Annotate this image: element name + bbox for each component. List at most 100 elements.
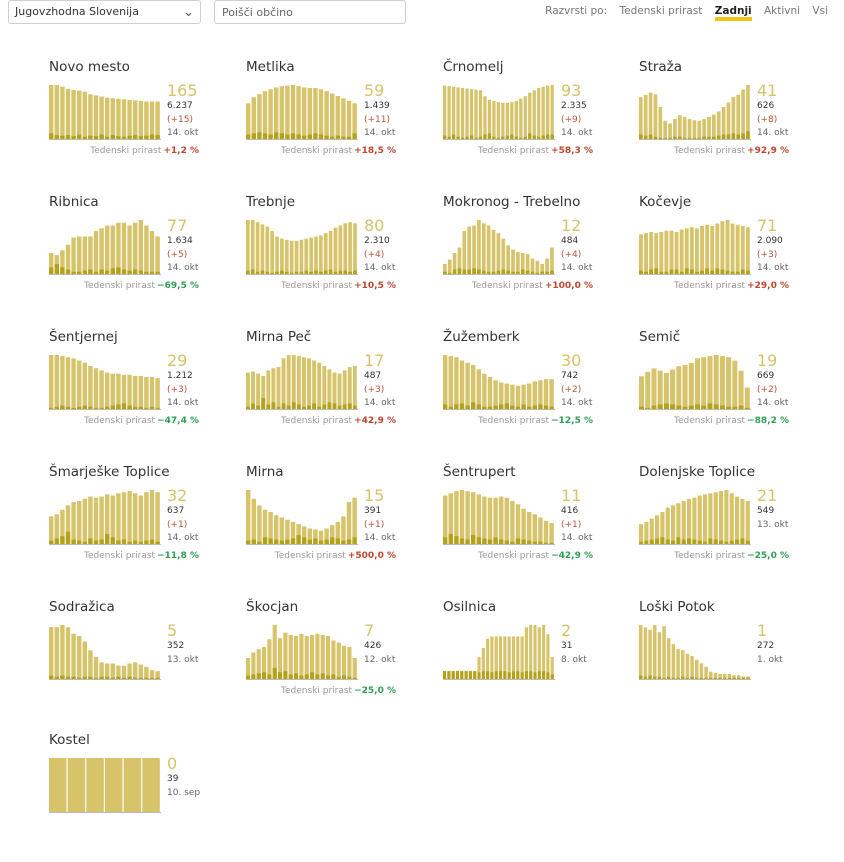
active-bar [726, 102, 731, 140]
active-bar [745, 227, 750, 275]
new-cases-bar [110, 268, 115, 275]
municipality-card[interactable]: Semič 19 669 (+2) 14. okt Tedenski prirast −88… [639, 329, 829, 459]
active-bar [695, 358, 701, 410]
municipality-card[interactable]: Kostel 0 39 10. sep [49, 732, 239, 862]
active-bar [99, 496, 104, 545]
active-bar [700, 225, 704, 275]
new-cases-bar [692, 539, 697, 545]
sort-option-aktivni[interactable]: Aktivni [763, 5, 801, 17]
weekly-growth-value: +10,5 % [354, 281, 396, 291]
municipality-card[interactable]: Šentjernej 29 1.212 (+3) 14. okt Tedenski pri… [49, 329, 239, 459]
active-bar [687, 498, 692, 545]
active-bar [255, 222, 260, 275]
new-cases-bar [465, 539, 470, 545]
active-bar [93, 656, 99, 680]
active-bar [256, 649, 261, 680]
municipality-card[interactable]: Metlika 59 1.439 (+11) 14. okt Tedenski prira… [246, 59, 436, 189]
new-cases-bar [110, 537, 115, 545]
new-cases-bar [520, 269, 525, 275]
active-bar [352, 103, 357, 140]
municipality-card[interactable]: Kočevje 71 2.090 (+3) 14. okt Tedenski priras… [639, 194, 829, 324]
active-bar [324, 91, 329, 140]
active-bar [682, 365, 688, 410]
municipality-card[interactable]: Loški Potok 1 272 1. okt [639, 599, 829, 729]
active-bar [121, 374, 127, 410]
new-cases-bar [737, 677, 741, 680]
municipality-card[interactable]: Sodražica 5 352 13. okt [49, 599, 239, 729]
municipality-card[interactable]: Šmarješke Toplice 32 637 (+1) 14. okt Tedensk… [49, 464, 239, 594]
municipality-card[interactable]: Mirna Peč 17 487 (+3) 14. okt Tedenski priras… [246, 329, 436, 459]
active-bar [695, 228, 699, 275]
cases-bar-chart [639, 355, 751, 410]
new-cases-bar [317, 406, 322, 410]
new-cases-bar [60, 135, 65, 140]
weekly-growth-value: −88,2 % [747, 416, 789, 426]
new-cases-bar [465, 136, 469, 140]
active-bar [736, 94, 741, 140]
new-cases-bar [507, 672, 511, 680]
active-bar [121, 665, 127, 680]
active-bar [342, 370, 347, 410]
stats: 17 487 (+3) 14. okt [364, 352, 395, 411]
municipality-card[interactable]: Črnomelj 93 2.335 (+9) 14. okt Tedenski prira… [443, 59, 633, 189]
municipality-card[interactable]: Trebnje 80 2.310 (+4) 14. okt Tedenski priras… [246, 194, 436, 324]
active-cases: 71 [757, 216, 778, 235]
active-bar [65, 505, 71, 545]
municipality-card[interactable]: Ribnica 77 1.634 (+5) 14. okt Tedenski priras… [49, 194, 239, 324]
active-bar [542, 625, 546, 680]
new-cases-bar [138, 677, 143, 680]
municipality-name: Loški Potok [639, 599, 715, 615]
active-bar [60, 509, 65, 545]
new-cases-bar [82, 136, 87, 140]
municipality-card[interactable]: Dolenjske Toplice 21 549 13. okt Tedenski pr… [639, 464, 829, 594]
region-select[interactable]: Jugovzhodna Slovenija ⌄ [8, 0, 201, 24]
active-bar [494, 636, 498, 680]
active-bar [336, 642, 341, 680]
municipality-card[interactable]: Škocjan 7 426 12. okt Tedenski prirast −25,0 … [246, 599, 436, 729]
active-bar [279, 517, 284, 545]
active-bar [676, 503, 681, 545]
new-cases-bar [315, 674, 320, 680]
new-cases-bar [127, 270, 132, 275]
last-date: 13. okt [757, 519, 789, 530]
new-cases-bar [727, 677, 732, 680]
active-bar [692, 120, 697, 140]
sort-option-zadnji[interactable]: Zadnji [714, 5, 752, 21]
municipality-card[interactable]: Novo mesto 165 6.237 (+15) 14. okt Tedenski p… [49, 59, 239, 189]
new-cases-bar [313, 133, 318, 140]
active-bar [312, 360, 317, 410]
municipality-card[interactable]: Mirna 15 391 (+1) 14. okt Tedenski prirast +50… [246, 464, 436, 594]
last-date: 14. okt [561, 398, 593, 408]
municipality-card[interactable]: Osilnica 2 31 8. okt [443, 599, 633, 729]
weekly-growth-label: Tedenski prirast [674, 146, 746, 156]
active-bar [541, 86, 545, 140]
active-bar [448, 493, 453, 545]
new-cases-bar [644, 271, 648, 275]
sort-option-vsi[interactable]: Vsi [812, 5, 828, 17]
new-cases-bar [251, 133, 256, 140]
active-bar [341, 516, 346, 545]
active-bar [713, 355, 719, 410]
new-cases-bar [469, 135, 474, 140]
new-cases-bar [471, 535, 476, 545]
active-bar [721, 107, 726, 140]
new-cases-bar [496, 137, 501, 140]
active-bar [511, 636, 516, 680]
sort-option-tedenski-prirast[interactable]: Tedenski prirast [619, 5, 703, 17]
municipality-name: Trebnje [246, 194, 296, 210]
active-bar [71, 237, 76, 275]
municipality-card[interactable]: Straža 41 626 (+8) 14. okt Tedenski prirast +9… [639, 59, 829, 189]
active-bar [684, 228, 689, 275]
active-bar [648, 92, 653, 140]
active-bar [121, 99, 127, 140]
municipality-card[interactable]: Žužemberk 30 742 (+2) 14. okt Tedenski priras… [443, 329, 633, 459]
new-cases-bar [746, 131, 750, 140]
new-cases-bar [716, 135, 721, 140]
municipality-card[interactable]: Šentrupert 11 416 (+1) 14. okt Tedenski prira… [443, 464, 633, 594]
new-cases-bar [290, 133, 296, 140]
municipality-card[interactable]: Mokronog - Trebelno 12 484 (+4) 14. okt Teden… [443, 194, 633, 324]
active-bar [309, 237, 313, 275]
active-bar [538, 517, 543, 545]
active-bar [285, 85, 290, 140]
search-input[interactable] [214, 0, 406, 24]
